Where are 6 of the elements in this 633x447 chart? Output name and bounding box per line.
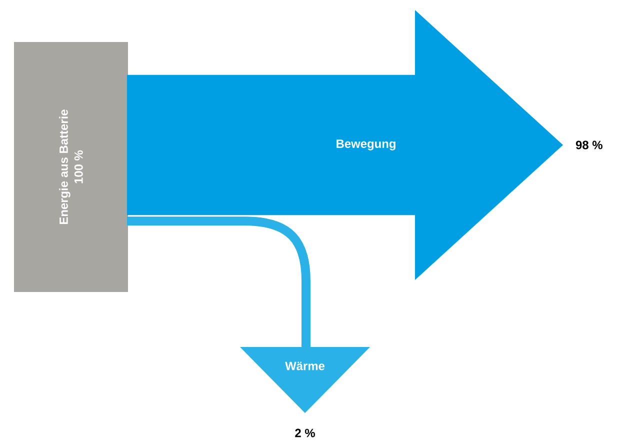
data-label: 100 % <box>74 150 83 184</box>
category-label: Energie aus Batterie <box>59 110 70 224</box>
category-label: Wärme <box>285 362 325 370</box>
category-label: Bewegung <box>336 140 396 150</box>
data-label: 98 % <box>576 140 602 150</box>
data-label: 2 % <box>295 428 315 438</box>
